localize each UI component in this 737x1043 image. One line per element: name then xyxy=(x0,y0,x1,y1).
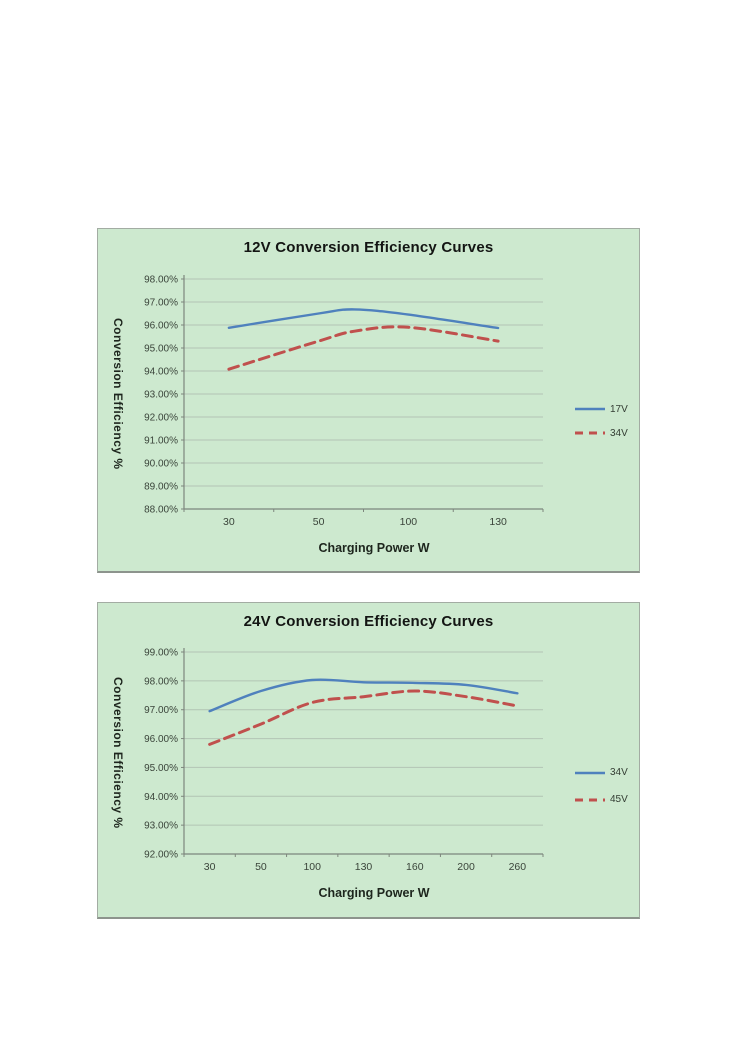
y-tick-label: 95.00% xyxy=(144,763,178,774)
x-tick-label: 100 xyxy=(303,861,321,873)
y-tick-label: 94.00% xyxy=(144,367,178,378)
x-tick-label: 130 xyxy=(489,516,507,528)
legend-label: 34V xyxy=(610,427,628,439)
y-tick-label: 90.00% xyxy=(144,459,178,470)
plot-area-12v: 98.00% 97.00% 96.00% 95.00% 94.00% 93.00% 92.0… xyxy=(144,275,544,528)
legend-item-34v: 34V xyxy=(574,759,628,786)
legend-line-dashed-icon xyxy=(575,798,605,801)
y-tick-label: 92.00% xyxy=(144,413,178,424)
x-tick-label: 130 xyxy=(355,861,373,873)
chart-panel-24v: 24V Conversion Efficiency Curves Convers… xyxy=(97,602,640,919)
x-tick-label: 50 xyxy=(313,516,325,528)
series-line-34V xyxy=(208,678,519,713)
y-tick-label: 95.00% xyxy=(144,344,178,355)
y-tick-label: 92.00% xyxy=(144,850,178,861)
legend-line-dashed-icon xyxy=(575,431,605,435)
y-tick-label: 93.00% xyxy=(144,390,178,401)
y-tick-label: 98.00% xyxy=(144,676,178,687)
x-tick-label: 100 xyxy=(400,516,418,528)
x-tick-label: 50 xyxy=(255,861,267,873)
chart-title-12v: 12V Conversion Efficiency Curves xyxy=(243,239,494,256)
y-tick-label: 97.00% xyxy=(144,705,178,716)
y-tick-label: 97.00% xyxy=(144,298,178,309)
x-tick-label: 30 xyxy=(204,861,216,873)
x-tick-label: 260 xyxy=(509,861,527,873)
y-axis-title: Conversion Efficiency % xyxy=(111,318,125,470)
legend-item-17v: 17V xyxy=(574,397,628,421)
y-tick-label: 88.00% xyxy=(144,505,178,516)
y-tick-label: 96.00% xyxy=(144,321,178,332)
y-tick-label: 96.00% xyxy=(144,734,178,745)
series-line-17V xyxy=(227,308,500,330)
x-axis-title: Charging Power W xyxy=(318,541,430,555)
y-tick-label: 98.00% xyxy=(144,275,178,286)
legend-label: 45V xyxy=(610,794,628,805)
legend-label: 34V xyxy=(610,767,628,778)
y-tick-label: 89.00% xyxy=(144,482,178,493)
legend-12v: 17V 34V xyxy=(574,397,628,445)
y-tick-label: 91.00% xyxy=(144,436,178,447)
chart-panel-12v: 12V Conversion Efficiency Curves Convers… xyxy=(97,228,640,573)
legend-line-solid-icon xyxy=(575,771,605,774)
legend-line-solid-icon xyxy=(575,407,605,411)
series-line-45V xyxy=(208,689,519,746)
x-axis-title: Charging Power W xyxy=(318,886,430,900)
x-tick-label: 200 xyxy=(457,861,475,873)
y-tick-label: 94.00% xyxy=(144,792,178,803)
legend-item-34v: 34V xyxy=(574,421,628,445)
legend-24v: 34V 45V xyxy=(574,759,628,813)
y-axis-title: Conversion Efficiency % xyxy=(111,677,125,829)
x-tick-label: 160 xyxy=(406,861,424,873)
x-tick-label: 30 xyxy=(223,516,235,528)
y-tick-label: 99.00% xyxy=(144,648,178,659)
plot-area-24v: 99.00% 98.00% 97.00% 96.00% 95.00% 94.00% 93.0… xyxy=(144,648,544,873)
chart-title-24v: 24V Conversion Efficiency Curves xyxy=(243,613,494,630)
y-tick-label: 93.00% xyxy=(144,821,178,832)
legend-label: 17V xyxy=(610,403,628,415)
legend-item-45v: 45V xyxy=(574,786,628,813)
series-line-34V xyxy=(227,325,500,371)
